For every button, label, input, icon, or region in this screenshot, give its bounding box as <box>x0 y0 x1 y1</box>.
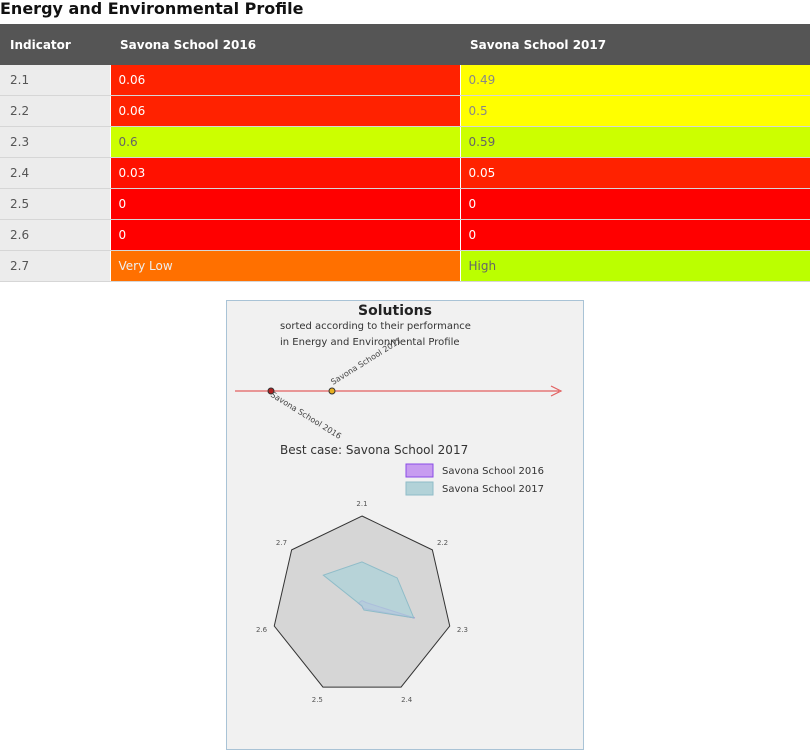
radar-axis-label: 2.4 <box>401 696 413 704</box>
table-row: 2.7 Very Low High <box>0 250 810 282</box>
radar-chart: 2.1 2.2 2.3 2.4 2.5 2.6 2.7 <box>256 500 468 704</box>
savona-2017-cell: 0.49 <box>460 65 810 96</box>
savona-2016-cell: 0.06 <box>110 95 461 127</box>
indicator-cell: 2.3 <box>0 126 111 158</box>
radar-series[interactable] <box>322 561 415 619</box>
indicator-cell: 2.7 <box>0 250 111 282</box>
savona-2017-cell: 0 <box>460 188 810 220</box>
page-title: Energy and Environmental Profile <box>0 0 304 18</box>
table-row: 2.1 0.06 0.49 <box>0 65 810 96</box>
indicator-table: Indicator Savona School 2016 Savona Scho… <box>0 24 810 282</box>
header-indicator[interactable]: Indicator <box>0 24 110 65</box>
indicator-cell: 2.6 <box>0 219 111 251</box>
ranking-point-label: Savona School 2016 <box>269 390 343 441</box>
radar-axis-label: 2.6 <box>256 626 268 634</box>
table-row: 2.3 0.6 0.59 <box>0 126 810 158</box>
savona-2017-cell: 0 <box>460 219 810 251</box>
savona-2016-cell: 0.06 <box>110 65 461 96</box>
savona-2016-cell: Very Low <box>110 250 461 282</box>
radar-axis-label: 2.3 <box>457 626 468 634</box>
savona-2016-cell: 0.6 <box>110 126 461 158</box>
indicator-cell: 2.5 <box>0 188 111 220</box>
ranking-arrow-head <box>550 385 563 397</box>
panel-subtitle-line1: sorted according to their performance <box>280 321 471 332</box>
ranking-point[interactable] <box>328 387 336 395</box>
savona-2017-cell: 0.5 <box>460 95 810 127</box>
solutions-panel: Solutions sorted according to their perf… <box>226 300 584 750</box>
table-row: 2.4 0.03 0.05 <box>0 157 810 189</box>
indicator-cell: 2.1 <box>0 65 111 96</box>
table-row: 2.5 0 0 <box>0 188 810 220</box>
savona-2016-cell: 0 <box>110 219 461 251</box>
best-case-label: Best case: Savona School 2017 <box>280 443 468 457</box>
table-row: 2.6 0 0 <box>0 219 810 251</box>
legend-label[interactable]: Savona School 2017 <box>442 484 544 495</box>
indicator-cell: 2.4 <box>0 157 111 189</box>
solutions-chart: Solutions sorted according to their perf… <box>235 303 563 704</box>
radar-axis-label: 2.5 <box>312 696 323 704</box>
indicator-cell: 2.2 <box>0 95 111 127</box>
header-savona-2017[interactable]: Savona School 2017 <box>460 24 810 65</box>
header-savona-2016[interactable]: Savona School 2016 <box>110 24 460 65</box>
savona-2017-cell: High <box>460 250 810 282</box>
panel-subtitle-line2: in Energy and Environmental Profile <box>280 337 460 348</box>
savona-2017-cell: 0.05 <box>460 157 810 189</box>
ranking-point[interactable] <box>267 387 275 395</box>
table-header-row: Indicator Savona School 2016 Savona Scho… <box>0 24 810 65</box>
savona-2016-cell: 0 <box>110 188 461 220</box>
legend-label[interactable]: Savona School 2016 <box>442 466 544 477</box>
legend-swatch <box>405 481 434 496</box>
legend-swatch <box>405 463 434 478</box>
table-row: 2.2 0.06 0.5 <box>0 95 810 127</box>
panel-title: Solutions <box>358 303 432 319</box>
savona-2016-cell: 0.03 <box>110 157 461 189</box>
savona-2017-cell: 0.59 <box>460 126 810 158</box>
radar-axis-label: 2.2 <box>437 539 448 547</box>
radar-axis-label: 2.7 <box>276 539 287 547</box>
legend: Savona School 2016 Savona School 2017 <box>405 463 544 496</box>
radar-axis-label: 2.1 <box>356 500 367 508</box>
